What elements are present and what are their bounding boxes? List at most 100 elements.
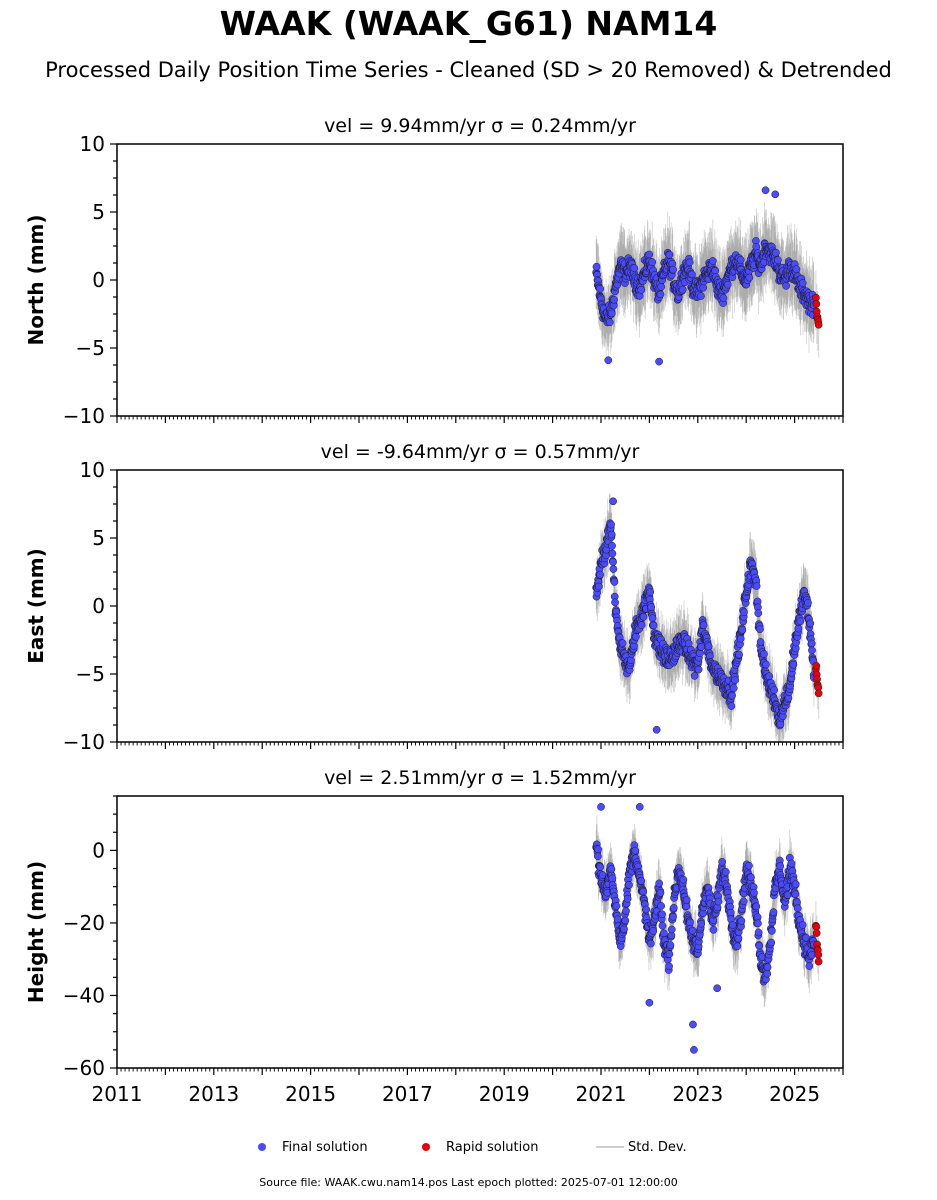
- x-tick-label: 2013: [188, 1082, 239, 1106]
- rapid-solution-point: [812, 929, 821, 937]
- final-solution-point: [721, 868, 730, 876]
- final-solution-point: [697, 292, 705, 300]
- final-solution-point: [763, 969, 772, 978]
- final-solution-point: [736, 634, 745, 643]
- final-solution-point: [608, 549, 617, 558]
- final-solution-point: [625, 881, 633, 889]
- final-solution-point: [607, 520, 615, 529]
- final-solution-point: [610, 295, 618, 304]
- final-solution-point: [750, 888, 758, 897]
- y-tick-label: 10: [80, 458, 105, 482]
- final-solution-point: [752, 902, 761, 911]
- final-solution-point: [657, 282, 665, 291]
- final-solution-point: [754, 928, 763, 937]
- final-solution-point: [745, 273, 754, 282]
- final-solution-point: [697, 919, 706, 928]
- final-solution-point: [637, 877, 646, 885]
- final-solution-point: [754, 919, 762, 928]
- final-solution-point: [714, 897, 723, 906]
- y-tick-label: −60: [63, 1056, 105, 1080]
- final-solution-point: [806, 619, 815, 628]
- final-solution-point: [623, 894, 632, 903]
- final-solution-point: [793, 904, 802, 913]
- final-solution-point: [639, 887, 648, 896]
- legend-final: Final solution: [258, 1137, 368, 1157]
- final-solution-point: [709, 925, 718, 934]
- final-solution-point: [652, 725, 661, 734]
- final-solution-point: [685, 258, 694, 267]
- final-solution-point: [631, 846, 640, 855]
- final-solution-point: [632, 632, 640, 641]
- legend-final-label: Final solution: [282, 1139, 368, 1155]
- final-solution-point: [723, 280, 732, 289]
- final-solution-point: [609, 558, 617, 566]
- final-solution-point: [765, 672, 774, 681]
- final-solution-point: [771, 190, 780, 199]
- final-solution-point: [763, 963, 772, 972]
- final-solution-point: [761, 186, 770, 195]
- y-tick-label: −10: [63, 404, 105, 428]
- final-solution-point: [771, 248, 780, 257]
- y-tick-label: −10: [63, 730, 105, 754]
- final-solution-point: [798, 921, 807, 929]
- final-solution-point: [609, 565, 618, 573]
- rapid-solution-point: [814, 689, 823, 698]
- panel-title-3: vel = 2.51mm/yr σ = 1.52mm/yr: [324, 767, 636, 789]
- y-tick-label: 5: [92, 526, 105, 550]
- final-solution-point: [791, 890, 800, 899]
- final-solution-point: [745, 861, 753, 870]
- x-tick-label: 2015: [285, 1082, 336, 1106]
- y-tick-label: −5: [76, 336, 105, 360]
- final-solution-point: [756, 638, 765, 646]
- rapid-solution-point: [812, 300, 821, 308]
- final-solution-marker-icon: [258, 1143, 266, 1151]
- y-axis-label-2: East (mm): [24, 548, 48, 664]
- final-solution-point: [740, 608, 748, 617]
- final-solution-point: [607, 865, 616, 873]
- final-solution-point: [608, 874, 617, 883]
- y-tick-label: 10: [80, 132, 105, 156]
- final-solution-point: [694, 665, 703, 674]
- rapid-solution-point: [812, 661, 821, 670]
- y-tick-label: −40: [63, 983, 105, 1007]
- final-solution-point: [768, 927, 776, 935]
- final-solution-point: [791, 880, 800, 888]
- final-solution-point: [604, 356, 613, 365]
- rapid-solution-point: [814, 957, 823, 966]
- final-solution-point: [657, 902, 665, 910]
- final-solution-point: [782, 281, 790, 290]
- final-solution-point: [726, 908, 735, 917]
- final-solution-point: [737, 917, 746, 925]
- legend-rapid-label: Rapid solution: [446, 1139, 539, 1155]
- final-solution-point: [659, 929, 668, 938]
- panel-title-2: vel = -9.64mm/yr σ = 0.57mm/yr: [321, 441, 640, 463]
- final-solution-point: [688, 926, 697, 935]
- final-solution-point: [649, 927, 658, 935]
- final-solution-point: [618, 639, 627, 647]
- final-solution-point: [754, 609, 763, 618]
- final-solution-point: [612, 902, 621, 910]
- final-solution-point: [783, 891, 792, 899]
- final-solution-point: [611, 598, 619, 607]
- final-solution-point: [648, 614, 657, 623]
- final-solution-point: [669, 265, 677, 274]
- std-dev-line-icon: [596, 1146, 624, 1148]
- final-solution-point: [607, 530, 616, 539]
- final-solution-point: [704, 642, 713, 651]
- final-solution-point: [665, 250, 674, 259]
- final-solution-point: [755, 942, 764, 950]
- final-solution-point: [613, 915, 622, 924]
- rapid-solution-point: [814, 320, 823, 329]
- final-solution-point: [735, 650, 743, 659]
- final-solution-point: [807, 639, 816, 648]
- figure-subtitle: Processed Daily Position Time Series - C…: [45, 58, 892, 82]
- final-solution-point: [727, 702, 736, 710]
- legend-std-label: Std. Dev.: [628, 1139, 687, 1155]
- final-solution-point: [699, 621, 708, 630]
- final-solution-point: [796, 617, 805, 626]
- final-solution-point: [718, 858, 726, 866]
- final-solution-point: [655, 357, 663, 366]
- final-solution-point: [596, 863, 604, 871]
- rapid-solution-marker-icon: [422, 1143, 430, 1151]
- final-solution-point: [690, 1046, 698, 1054]
